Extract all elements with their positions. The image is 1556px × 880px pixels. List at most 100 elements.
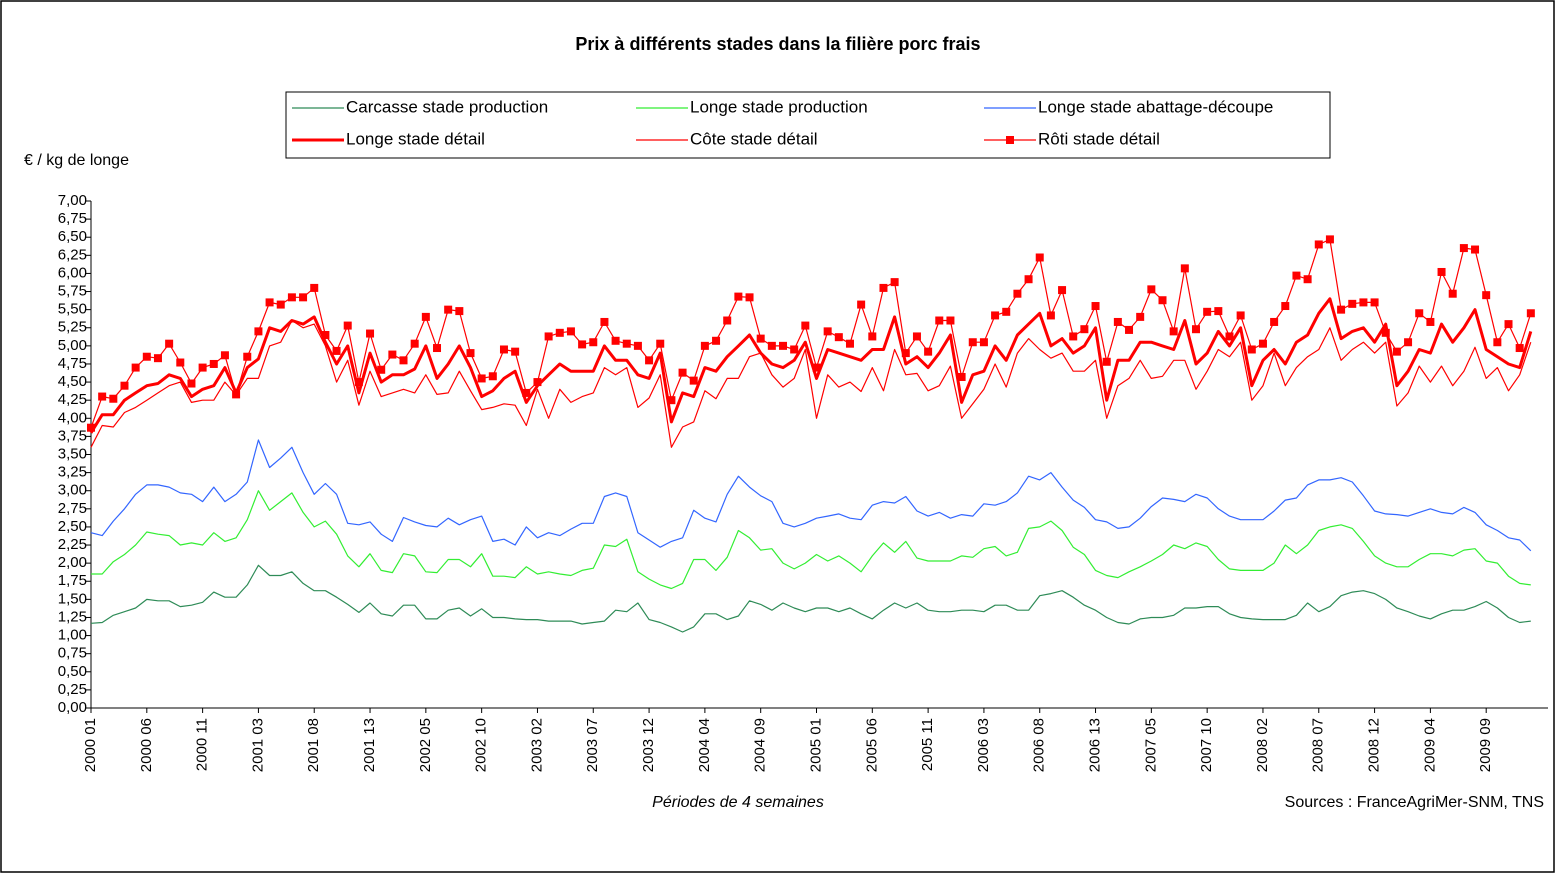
data-point (1113, 317, 1122, 326)
data-point (700, 341, 709, 350)
data-point (723, 316, 732, 325)
data-point (566, 327, 575, 336)
data-point (823, 327, 832, 336)
y-tick-label: 0,25 (58, 681, 87, 698)
data-point (1236, 311, 1245, 320)
data-point (1437, 267, 1446, 276)
x-tick-label: 2008 07 (1310, 718, 1327, 772)
data-point (109, 394, 118, 403)
data-point (321, 330, 330, 339)
series (91, 490, 1531, 590)
data-point (812, 363, 821, 372)
x-tick-label: 2006 13 (1087, 718, 1104, 772)
series-line (90, 564, 1531, 633)
data-point (433, 344, 442, 353)
data-point (991, 311, 1000, 320)
data-point (1348, 299, 1357, 308)
series (90, 439, 1532, 552)
x-tick-label: 2000 06 (138, 718, 155, 772)
y-tick-label: 0,75 (58, 645, 87, 662)
legend-marker (1006, 136, 1014, 144)
x-tick-label: 2002 10 (473, 718, 490, 772)
data-point (120, 381, 129, 390)
series (87, 235, 1535, 432)
data-point (767, 341, 776, 350)
x-tick-label: 2000 01 (82, 718, 99, 772)
data-point (1281, 302, 1290, 311)
data-point (890, 278, 899, 287)
data-point (1035, 253, 1044, 262)
source-note: Sources : FranceAgriMer-SNM, TNS (1285, 794, 1544, 811)
x-tick-label: 2008 02 (1254, 718, 1271, 772)
y-tick-label: 1,25 (58, 608, 87, 625)
data-point (589, 338, 598, 347)
y-tick-label: 2,50 (58, 518, 87, 535)
y-tick-label: 7,00 (58, 192, 87, 209)
data-point (332, 346, 341, 355)
data-point (645, 356, 654, 365)
series (90, 564, 1531, 633)
data-point (756, 334, 765, 343)
y-tick-label: 3,25 (58, 464, 87, 481)
x-tick-label: 2003 02 (528, 718, 545, 772)
data-point (1471, 245, 1480, 254)
y-tick-label: 4,50 (58, 373, 87, 390)
data-point (1024, 275, 1033, 284)
data-point (220, 351, 229, 360)
data-point (801, 321, 810, 330)
data-point (243, 352, 252, 361)
data-point (488, 372, 497, 381)
series-line (90, 439, 1532, 552)
data-point (1404, 338, 1413, 347)
data-point (1381, 328, 1390, 337)
x-tick-label: 2003 12 (640, 718, 657, 772)
data-point (1292, 271, 1301, 280)
y-tick-label: 5,75 (58, 283, 87, 300)
data-point (98, 392, 107, 401)
data-point (611, 336, 620, 345)
data-point (410, 339, 419, 348)
data-point (1002, 307, 1011, 316)
series-line (91, 490, 1531, 590)
data-point (555, 328, 564, 337)
data-point (466, 349, 475, 358)
data-point (388, 350, 397, 359)
legend-label: Carcasse stade production (346, 97, 548, 116)
y-tick-label: 1,00 (58, 627, 87, 644)
x-tick-label: 2002 05 (417, 718, 434, 772)
data-point (1325, 235, 1334, 244)
data-point (366, 329, 375, 338)
data-point (1169, 327, 1178, 336)
series-line (89, 297, 1533, 434)
data-point (1359, 298, 1368, 307)
data-point (667, 396, 676, 405)
data-point (142, 352, 151, 361)
data-point (968, 338, 977, 347)
data-point (310, 283, 319, 292)
data-point (1482, 291, 1491, 300)
data-point (678, 368, 687, 377)
data-point (1258, 339, 1267, 348)
y-tick-label: 6,25 (58, 246, 87, 263)
data-point (399, 356, 408, 365)
data-point (1058, 286, 1067, 295)
data-point (1069, 332, 1078, 341)
data-point (1392, 347, 1401, 356)
data-point (979, 338, 988, 347)
data-point (153, 354, 162, 363)
data-point (1102, 357, 1111, 366)
y-tick-label: 1,75 (58, 572, 87, 589)
data-point (1125, 325, 1134, 334)
x-tick-label: 2001 08 (305, 718, 322, 772)
data-point (343, 321, 352, 330)
x-tick-label: 2005 01 (807, 718, 824, 772)
data-point (745, 293, 754, 302)
data-point (1013, 289, 1022, 298)
data-point (511, 347, 520, 356)
x-tick-label: 2004 04 (696, 718, 713, 772)
series-line (90, 238, 1532, 428)
data-point (1270, 317, 1279, 326)
data-point (1191, 325, 1200, 334)
data-point (689, 376, 698, 385)
